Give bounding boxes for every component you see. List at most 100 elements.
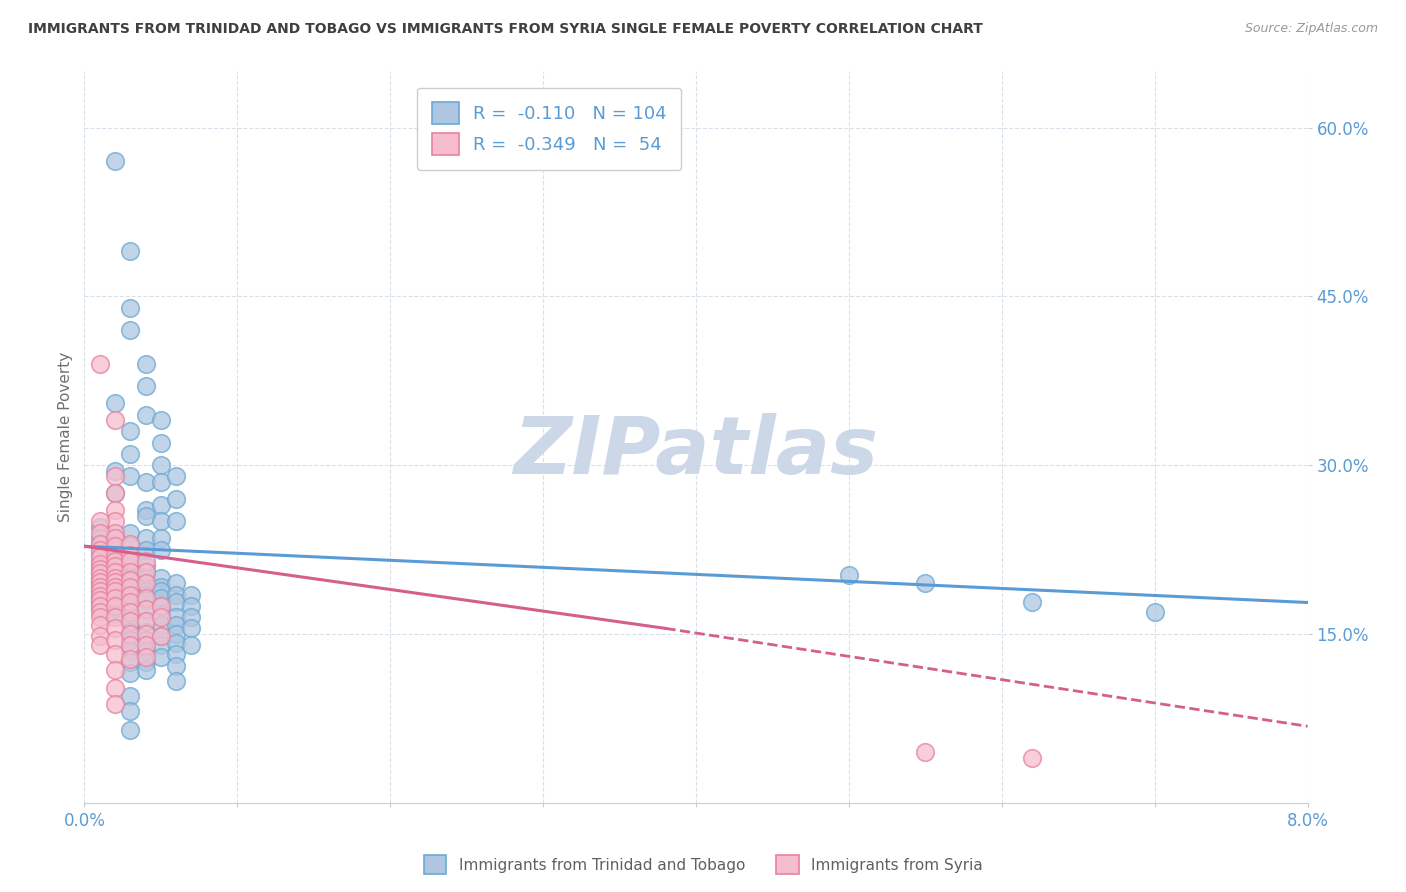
Point [104, 580, 127, 594]
Point [914, 576, 936, 591]
Point [120, 571, 142, 585]
Point [165, 576, 187, 591]
Point [104, 607, 127, 621]
Point [89, 573, 111, 587]
Text: IMMIGRANTS FROM TRINIDAD AND TOBAGO VS IMMIGRANTS FROM SYRIA SINGLE FEMALE POVER: IMMIGRANTS FROM TRINIDAD AND TOBAGO VS I… [28, 22, 983, 37]
Point [89, 558, 111, 572]
Point [165, 469, 187, 483]
Point [135, 663, 157, 677]
Point [120, 548, 142, 562]
Point [104, 532, 127, 546]
Point [135, 576, 157, 591]
Point [89, 602, 111, 616]
Point [135, 588, 157, 602]
Point [89, 605, 111, 619]
Point [104, 602, 127, 616]
Point [89, 599, 111, 613]
Point [135, 644, 157, 658]
Point [165, 515, 187, 529]
Point [135, 649, 157, 664]
Point [104, 503, 127, 517]
Point [135, 357, 157, 371]
Point [149, 515, 172, 529]
Point [104, 591, 127, 605]
Point [135, 554, 157, 568]
Point [89, 571, 111, 585]
Point [104, 575, 127, 590]
Point [89, 582, 111, 596]
Point [89, 548, 111, 562]
Point [120, 655, 142, 669]
Point [89, 595, 111, 609]
Point [165, 618, 187, 632]
Point [149, 599, 172, 613]
Point [120, 652, 142, 666]
Point [104, 567, 127, 582]
Point [104, 579, 127, 593]
Point [149, 599, 172, 613]
Point [89, 532, 111, 546]
Point [135, 638, 157, 652]
Point [89, 584, 111, 599]
Point [104, 413, 127, 427]
Point [104, 559, 127, 574]
Point [120, 624, 142, 639]
Point [120, 595, 142, 609]
Point [180, 610, 202, 624]
Point [104, 548, 127, 562]
Point [104, 154, 127, 169]
Point [149, 542, 172, 557]
Point [104, 554, 127, 568]
Point [104, 647, 127, 661]
Point [149, 498, 172, 512]
Point [104, 542, 127, 557]
Point [135, 542, 157, 557]
Point [135, 602, 157, 616]
Point [89, 554, 111, 568]
Point [120, 588, 142, 602]
Point [120, 558, 142, 572]
Point [104, 559, 127, 574]
Point [89, 610, 111, 624]
Point [89, 584, 111, 599]
Point [120, 704, 142, 718]
Y-axis label: Single Female Poverty: Single Female Poverty [58, 352, 73, 522]
Point [1021, 595, 1043, 609]
Point [165, 595, 187, 609]
Point [120, 554, 142, 568]
Point [135, 614, 157, 628]
Point [165, 658, 187, 673]
Point [104, 573, 127, 587]
Point [120, 425, 142, 439]
Point [120, 610, 142, 624]
Point [838, 568, 860, 582]
Point [165, 647, 187, 661]
Text: Source: ZipAtlas.com: Source: ZipAtlas.com [1244, 22, 1378, 36]
Point [135, 503, 157, 517]
Point [89, 580, 111, 594]
Point [149, 629, 172, 643]
Point [1143, 605, 1166, 619]
Point [135, 655, 157, 669]
Point [104, 396, 127, 410]
Point [120, 689, 142, 703]
Point [104, 548, 127, 562]
Point [104, 632, 127, 647]
Text: ZIPatlas: ZIPatlas [513, 413, 879, 491]
Point [135, 475, 157, 489]
Point [135, 627, 157, 641]
Point [165, 491, 187, 506]
Point [149, 458, 172, 473]
Point [104, 584, 127, 599]
Point [89, 591, 111, 605]
Point [149, 532, 172, 546]
Point [89, 566, 111, 581]
Point [120, 580, 142, 594]
Point [89, 563, 111, 577]
Point [104, 571, 127, 585]
Point [120, 537, 142, 551]
Point [120, 573, 142, 587]
Point [135, 559, 157, 574]
Point [120, 244, 142, 259]
Point [135, 602, 157, 616]
